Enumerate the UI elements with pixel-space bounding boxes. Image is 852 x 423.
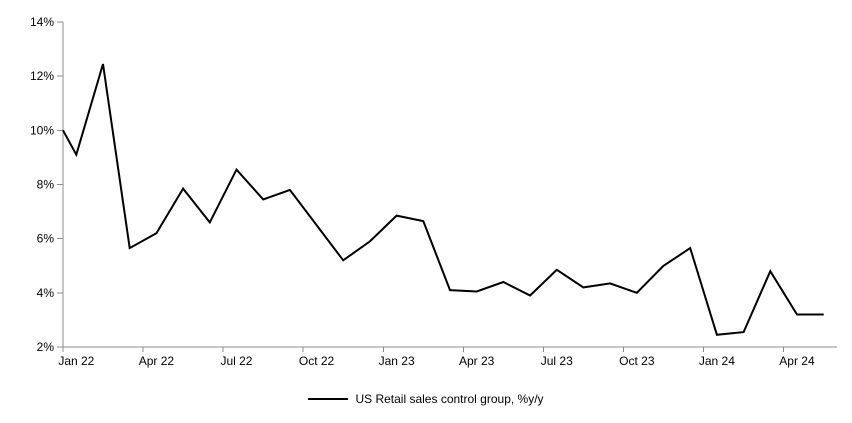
x-tick-label: Jul 23 bbox=[541, 354, 573, 368]
x-tick-label: Oct 22 bbox=[299, 354, 335, 368]
x-tick-label: Jan 24 bbox=[699, 354, 735, 368]
y-tick-label: 4% bbox=[37, 286, 55, 300]
series-line-retail-sales-control-group bbox=[62, 63, 824, 336]
x-tick-label: Apr 22 bbox=[139, 354, 175, 368]
x-tick-label: Jul 22 bbox=[220, 354, 252, 368]
y-tick-label: 6% bbox=[37, 232, 55, 246]
y-tick-label: 2% bbox=[37, 340, 55, 354]
y-tick-label: 12% bbox=[30, 69, 54, 83]
y-tick-label: 14% bbox=[30, 15, 54, 29]
x-tick-label: Apr 23 bbox=[459, 354, 495, 368]
x-tick-label: Jan 23 bbox=[379, 354, 415, 368]
x-tick-label: Oct 23 bbox=[619, 354, 655, 368]
y-tick-label: 8% bbox=[37, 178, 55, 192]
x-tick-label: Apr 24 bbox=[779, 354, 815, 368]
x-tick-label: Jan 22 bbox=[58, 354, 94, 368]
y-tick-label: 10% bbox=[30, 123, 54, 137]
